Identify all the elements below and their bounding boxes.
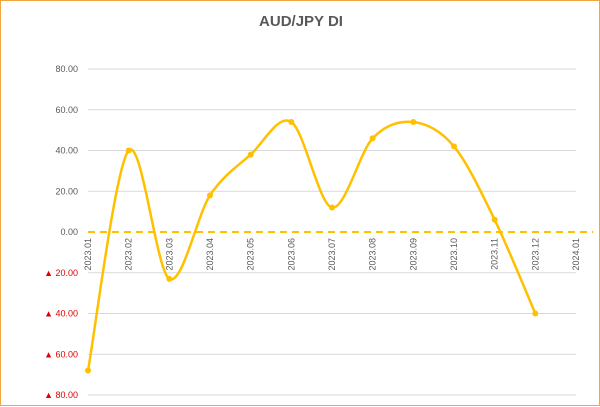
grid-lines xyxy=(88,68,576,396)
data-point xyxy=(369,135,376,142)
data-point xyxy=(288,118,295,125)
x-tick-label: 2023.03 xyxy=(164,238,174,271)
x-tick-label: 2023.04 xyxy=(205,238,215,271)
data-point xyxy=(451,143,457,150)
y-tick-label: 40.00 xyxy=(55,146,78,156)
y-tick-label: ▲ 60.00 xyxy=(44,349,78,359)
x-tick-label: 2023.12 xyxy=(530,238,540,271)
x-tick-label: 2023.01 xyxy=(83,238,93,271)
x-tick-label: 2023.05 xyxy=(246,238,256,271)
y-tick-label: ▲ 80.00 xyxy=(44,390,78,400)
data-point xyxy=(410,118,417,125)
y-tick-label: 80.00 xyxy=(55,64,78,74)
data-point xyxy=(207,192,213,199)
data-point xyxy=(532,310,539,317)
data-point xyxy=(85,367,91,374)
series xyxy=(85,118,539,374)
y-tick-label: 60.00 xyxy=(55,105,78,115)
series-line xyxy=(86,119,537,371)
chart-title: AUD/JPY DI xyxy=(259,13,343,30)
y-tick-label: 20.00 xyxy=(55,186,78,196)
data-point xyxy=(166,275,173,282)
data-point xyxy=(491,216,498,223)
x-tick-label: 2023.06 xyxy=(286,238,296,271)
x-tick-label: 2023.10 xyxy=(449,238,459,271)
data-point xyxy=(329,204,335,211)
x-tick-label: 2023.09 xyxy=(408,238,418,271)
x-tick-label: 2023.11 xyxy=(490,238,500,270)
x-tick-label: 2023.07 xyxy=(327,238,337,271)
x-tick-label: 2023.02 xyxy=(124,238,134,271)
y-axis-ticks: 80.00 60.00 40.00 20.00 0.00 ▲ 20.00 ▲ 40.00 ▲ … xyxy=(44,64,78,400)
data-point xyxy=(125,147,132,154)
x-tick-label: 2024.01 xyxy=(571,238,581,271)
x-tick-label: 2023.08 xyxy=(368,238,378,271)
x-axis-ticks: 2023.01 2023.02 2023.03 2023.04 2023.05 2023.… xyxy=(83,238,581,271)
y-tick-label: 0.00 xyxy=(60,227,78,237)
y-tick-label: ▲ 20.00 xyxy=(44,268,78,278)
data-point xyxy=(247,151,254,158)
y-tick-label: ▲ 40.00 xyxy=(44,309,78,319)
